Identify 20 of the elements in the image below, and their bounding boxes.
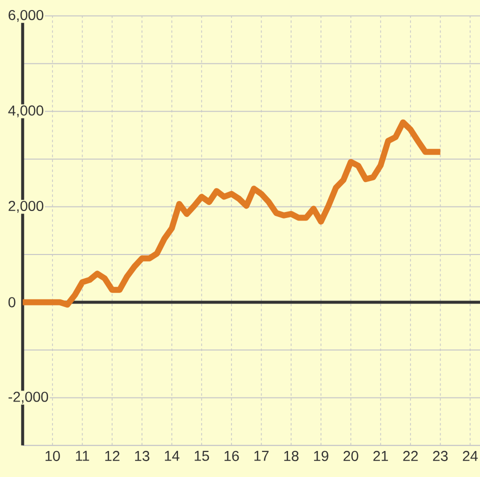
y-tick-label: -2,000 <box>8 392 48 404</box>
y-tick-label: 6,000 <box>8 10 44 22</box>
y-tick-label: 4,000 <box>8 105 44 118</box>
x-tick-label: 11 <box>76 450 90 461</box>
x-tick-label: 18 <box>284 450 299 461</box>
x-tick-label: 24 <box>462 450 478 461</box>
x-tick-label: 14 <box>164 450 180 461</box>
x-tick-label: 23 <box>433 450 448 461</box>
x-tick-label: 13 <box>135 450 150 461</box>
x-tick-label: 19 <box>314 450 328 461</box>
y-tick-label: 0 <box>8 297 16 308</box>
x-tick-label: 22 <box>403 450 418 461</box>
x-tick-label: 15 <box>194 450 210 461</box>
y-tick-label: 2,000 <box>8 200 44 213</box>
x-tick-label: 12 <box>105 450 120 461</box>
x-tick-label: 21 <box>373 450 388 461</box>
x-tick-label: 10 <box>46 450 60 461</box>
x-tick-label: 17 <box>254 450 269 461</box>
x-tick-label: 20 <box>344 450 358 461</box>
x-tick-label: 16 <box>224 450 239 461</box>
